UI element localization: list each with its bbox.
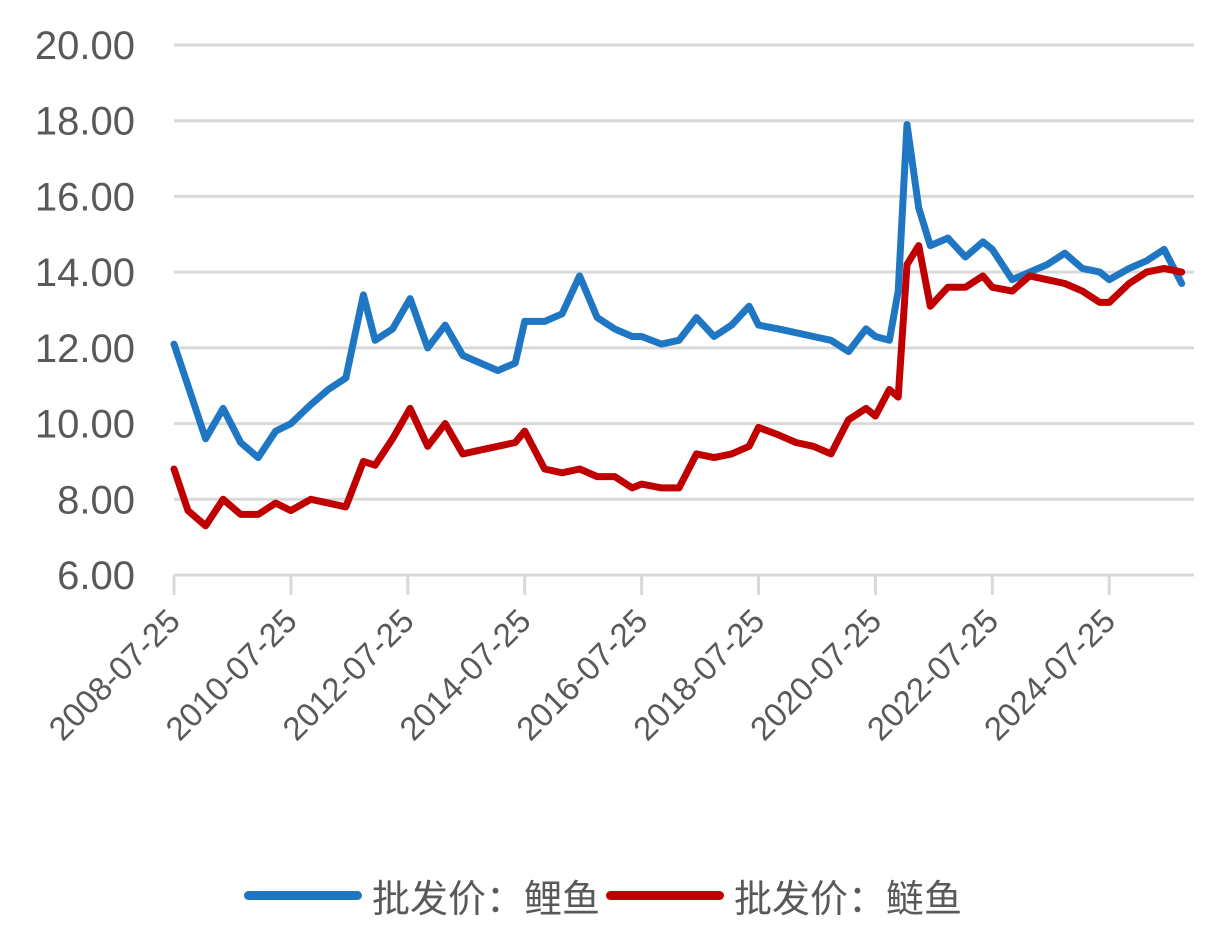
legend-swatch-silver-carp (606, 891, 724, 900)
legend-swatch-carp (243, 891, 362, 900)
legend-item-silver-carp: 批发价：鲢鱼 (606, 868, 962, 923)
y-tick-label: 8.00 (57, 478, 135, 522)
gridlines (174, 43, 1194, 501)
y-axis: 20.00 18.00 16.00 14.00 12.00 10.00 8.00 6.00 (35, 24, 135, 598)
y-tick-label: 12.00 (35, 327, 135, 371)
legend-label-carp: 批发价：鲤鱼 (371, 877, 600, 921)
legend: 批发价：鲤鱼 批发价：鲢鱼 (0, 868, 1206, 923)
y-tick-label: 16.00 (35, 175, 135, 219)
y-tick-label: 14.00 (35, 251, 135, 295)
y-tick-label: 6.00 (57, 554, 135, 598)
y-tick-label: 20.00 (35, 24, 135, 68)
series-line-silver-carp (170, 242, 1186, 530)
series-line-carp (170, 121, 1186, 462)
series-lines (170, 121, 1186, 530)
line-chart: 20.00 18.00 16.00 14.00 12.00 10.00 8.00 6.00 2… (35, 24, 1194, 747)
legend-label-silver-carp: 批发价：鲢鱼 (734, 877, 963, 921)
legend-item-carp: 批发价：鲤鱼 (243, 868, 600, 923)
y-tick-label: 18.00 (35, 100, 135, 144)
x-axis: 2008-07-252010-07-252012-07-252014-07-25… (41, 573, 1194, 747)
y-tick-label: 10.00 (35, 403, 135, 447)
